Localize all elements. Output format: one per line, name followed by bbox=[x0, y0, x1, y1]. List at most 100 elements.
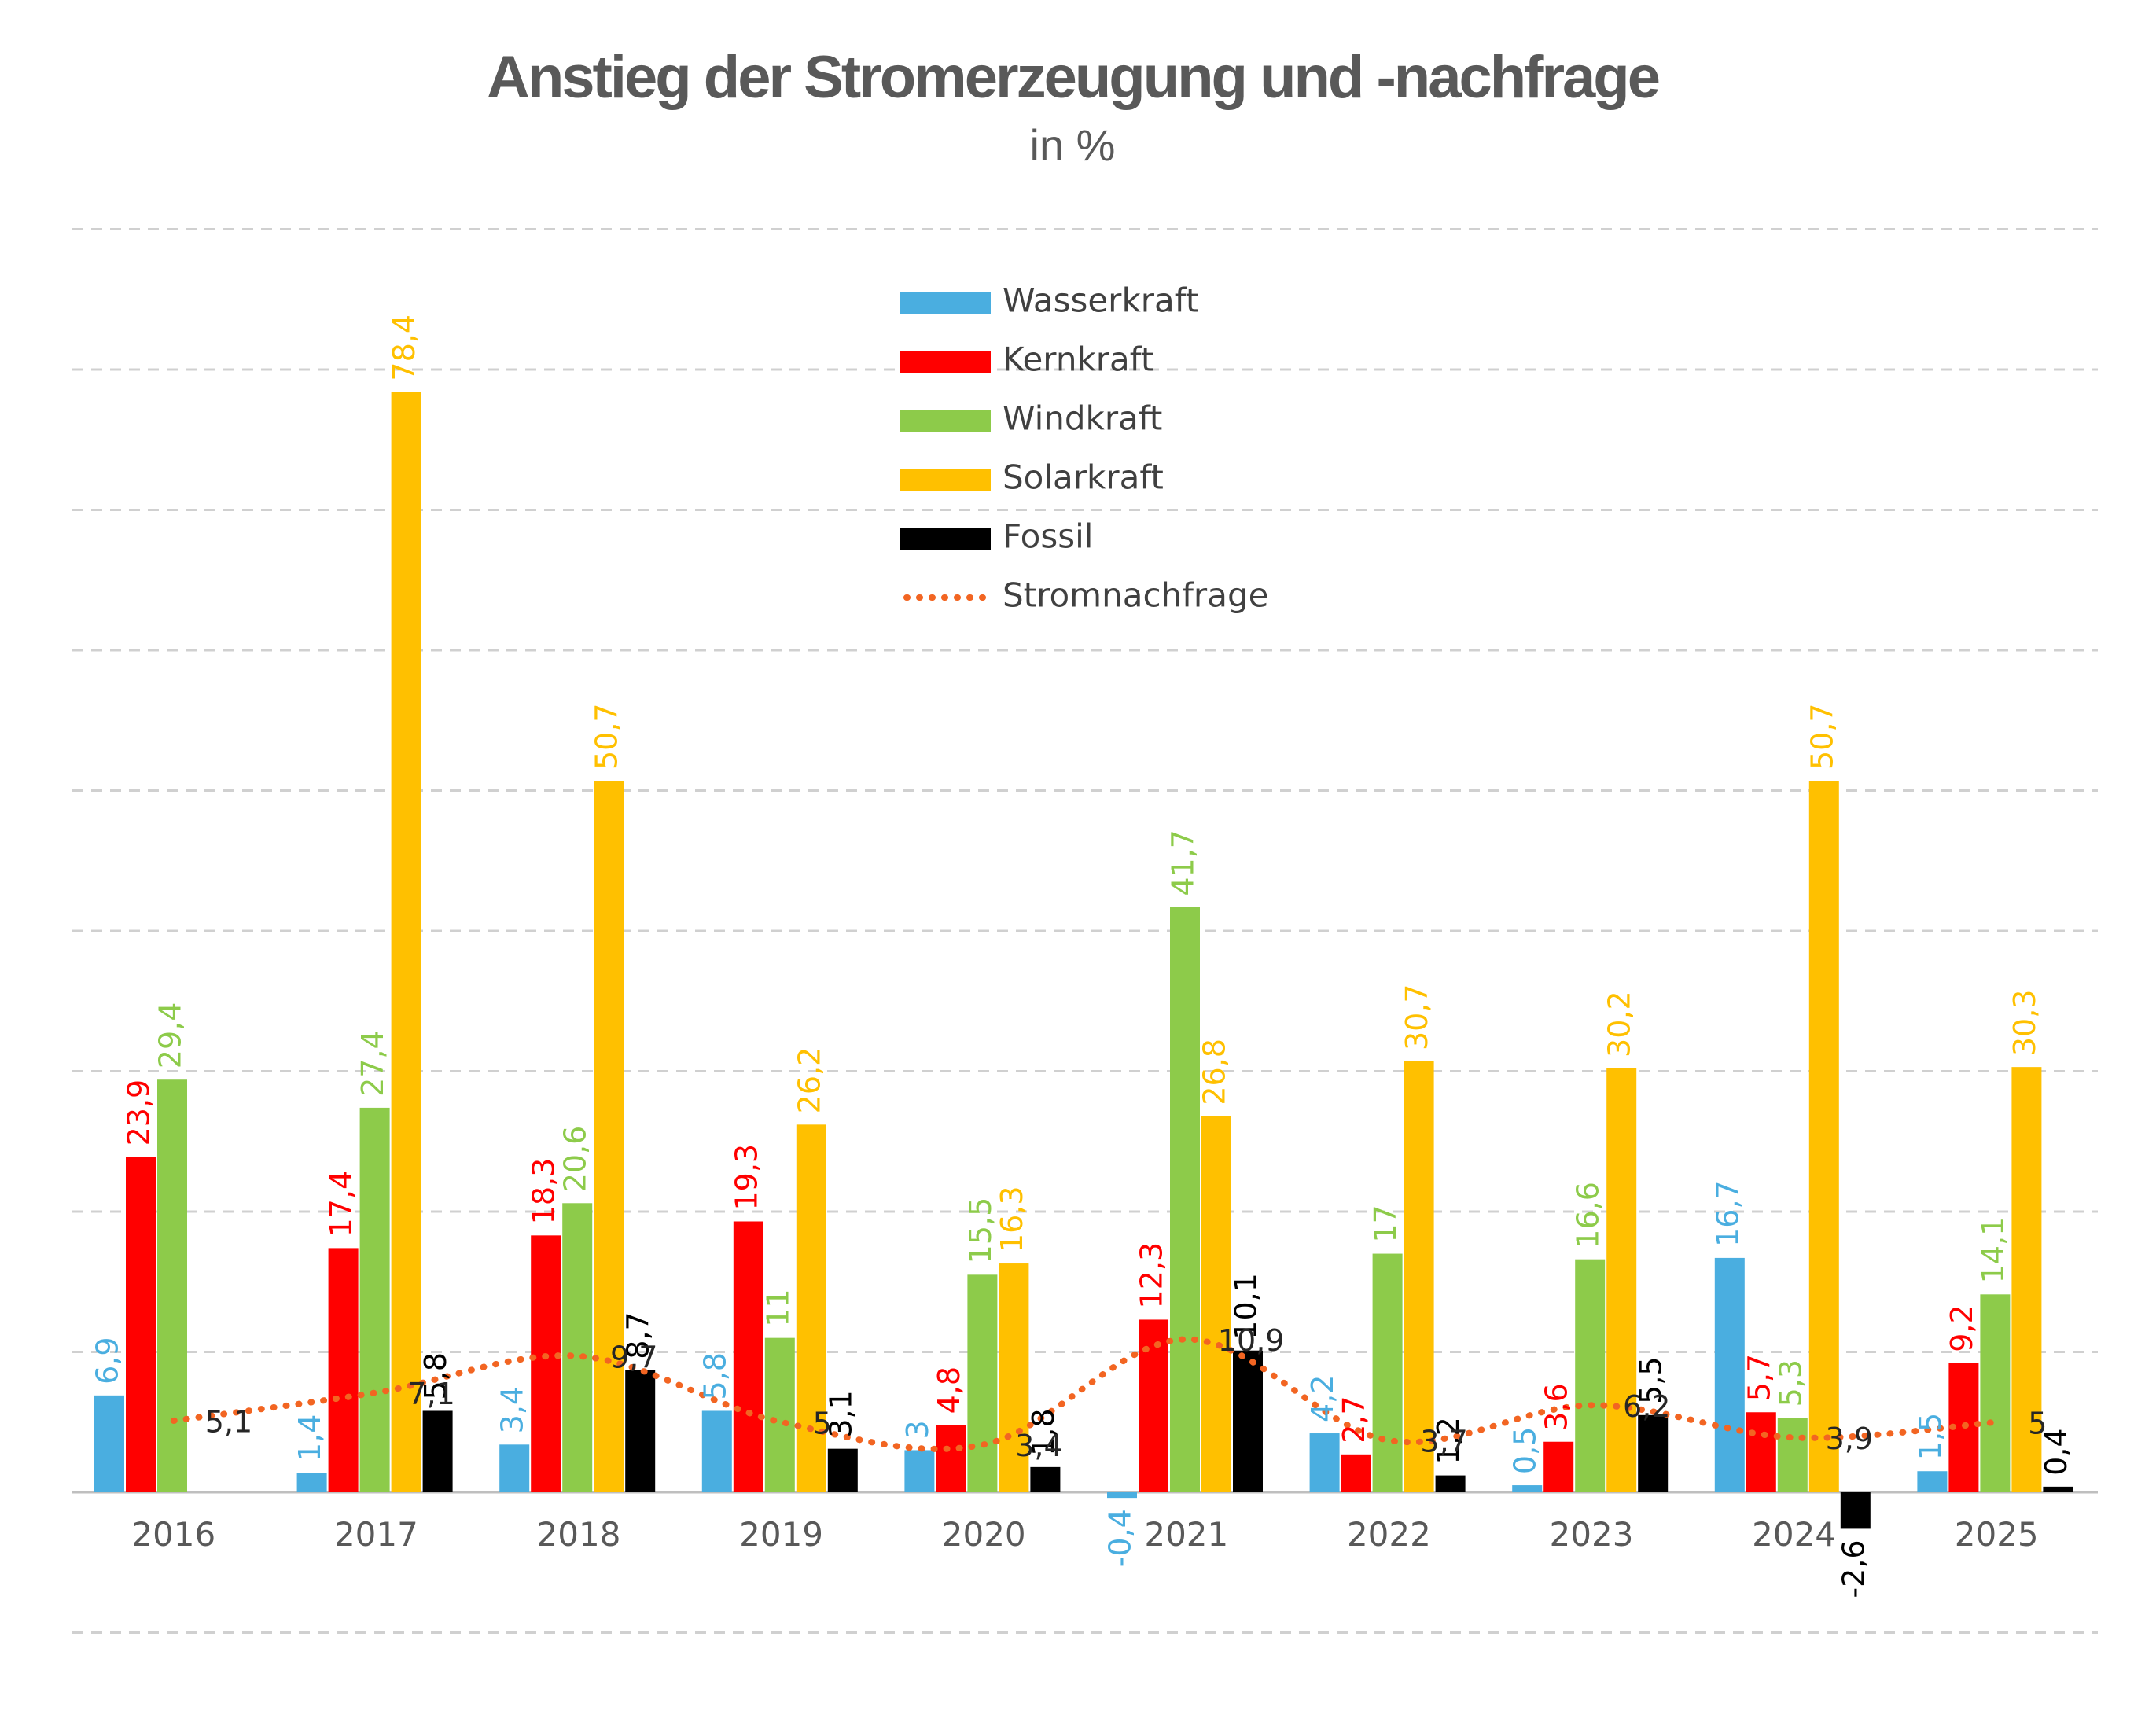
bar-wasserkraft-2019 bbox=[701, 1410, 732, 1492]
bar-fossil-2020 bbox=[1030, 1466, 1061, 1492]
bar-kernkraft-2023 bbox=[1543, 1441, 1574, 1492]
bar-wasserkraft-2020 bbox=[904, 1450, 935, 1492]
bar-kernkraft-2017 bbox=[328, 1248, 359, 1492]
bar-fossil-2017 bbox=[422, 1410, 453, 1492]
data-label-stromnachfrage-2016: 5,1 bbox=[205, 1404, 252, 1439]
bar-wasserkraft-2025 bbox=[1917, 1471, 1948, 1492]
data-label-stromnachfrage-2023: 6,2 bbox=[1623, 1389, 1670, 1424]
bar-windkraft-2025 bbox=[1980, 1294, 2011, 1492]
data-label-kernkraft-2018: 18,3 bbox=[527, 1158, 561, 1225]
data-label-kernkraft-2023: 3,6 bbox=[1540, 1383, 1574, 1430]
bar-windkraft-2021 bbox=[1170, 907, 1200, 1492]
data-label-stromnachfrage-2021: 10,9 bbox=[1218, 1323, 1285, 1358]
bar-solarkraft-2017 bbox=[391, 392, 421, 1492]
legend-label-windkraft: Windkraft bbox=[1003, 399, 1162, 438]
bar-solarkraft-2025 bbox=[2011, 1067, 2042, 1492]
data-label-wasserkraft-2021: -0,4 bbox=[1103, 1509, 1138, 1567]
data-label-fossil-2018: 8,7 bbox=[621, 1311, 656, 1359]
data-label-solarkraft-2021: 26,8 bbox=[1198, 1039, 1232, 1105]
legend-label-wasserkraft: Wasserkraft bbox=[1003, 281, 1198, 320]
data-label-stromnachfrage-2025: 5 bbox=[2028, 1406, 2047, 1440]
bar-solarkraft-2022 bbox=[1404, 1061, 1434, 1492]
data-label-wasserkraft-2017: 1,4 bbox=[292, 1414, 327, 1462]
x-tick-label-2023: 2023 bbox=[1550, 1515, 1634, 1554]
data-label-wasserkraft-2024: 16,7 bbox=[1710, 1180, 1745, 1247]
data-label-wasserkraft-2020: 3 bbox=[900, 1420, 935, 1439]
line-stromnachfrage bbox=[170, 1336, 2000, 1452]
x-axis-ticks: 2016 2017 2018 2019 2020 2021 2022 2023 2024 2025 bbox=[131, 1515, 2038, 1554]
data-label-fossil-2017: 5,8 bbox=[418, 1352, 453, 1399]
bar-solarkraft-2021 bbox=[1201, 1116, 1231, 1492]
x-tick-label-2018: 2018 bbox=[537, 1515, 621, 1554]
legend-swatch-windkraft bbox=[900, 410, 991, 432]
data-label-solarkraft-2024: 50,7 bbox=[1805, 703, 1839, 770]
bar-wasserkraft-2017 bbox=[296, 1473, 327, 1492]
bar-solarkraft-2024 bbox=[1808, 781, 1839, 1492]
bar-fossil-2024 bbox=[1840, 1492, 1871, 1529]
data-label-fossil-2025: 0,4 bbox=[2039, 1428, 2073, 1475]
legend-label-solarkraft: Solarkraft bbox=[1003, 458, 1164, 497]
data-label-wasserkraft-2025: 1,5 bbox=[1913, 1413, 1948, 1460]
data-label-fossil-2023: 5,5 bbox=[1634, 1356, 1669, 1403]
bar-kernkraft-2022 bbox=[1341, 1454, 1371, 1492]
legend-swatch-kernkraft bbox=[900, 351, 991, 373]
data-label-kernkraft-2019: 19,3 bbox=[729, 1144, 763, 1211]
data-label-windkraft-2017: 27,4 bbox=[355, 1030, 390, 1097]
legend-label-stromnachfrage: Stromnachfrage bbox=[1003, 576, 1268, 615]
data-label-wasserkraft-2023: 0,5 bbox=[1508, 1427, 1543, 1474]
data-label-wasserkraft-2019: 5,8 bbox=[697, 1352, 732, 1399]
data-label-stromnachfrage-2024: 3,9 bbox=[1826, 1422, 1873, 1456]
bar-wasserkraft-2018 bbox=[499, 1444, 530, 1492]
data-label-solarkraft-2017: 78,4 bbox=[387, 314, 421, 381]
bar-wasserkraft-2016 bbox=[94, 1395, 124, 1492]
data-label-kernkraft-2020: 4,8 bbox=[932, 1366, 966, 1414]
data-label-stromnachfrage-2019: 5 bbox=[813, 1406, 832, 1440]
bar-solarkraft-2023 bbox=[1606, 1068, 1637, 1492]
data-labels: 6,9 1,4 3,4 5,8 3 -0,4 4,2 0,5 16,7 1,5 23,9 17,4 18… bbox=[90, 314, 2073, 1598]
bar-fossil-2018 bbox=[625, 1370, 656, 1492]
bar-windkraft-2024 bbox=[1777, 1418, 1808, 1492]
bar-windkraft-2023 bbox=[1575, 1259, 1606, 1492]
data-label-kernkraft-2017: 17,4 bbox=[324, 1171, 359, 1238]
bar-windkraft-2019 bbox=[764, 1337, 795, 1492]
data-label-fossil-2022: 1,2 bbox=[1431, 1417, 1466, 1464]
bar-kernkraft-2020 bbox=[936, 1425, 966, 1492]
legend-label-kernkraft: Kernkraft bbox=[1003, 340, 1153, 379]
x-tick-label-2021: 2021 bbox=[1144, 1515, 1228, 1554]
bar-kernkraft-2019 bbox=[733, 1221, 763, 1492]
data-label-solarkraft-2019: 26,2 bbox=[792, 1047, 826, 1114]
data-label-solarkraft-2023: 30,2 bbox=[1602, 991, 1637, 1057]
bar-windkraft-2016 bbox=[157, 1079, 187, 1492]
data-label-solarkraft-2020: 16,3 bbox=[995, 1186, 1029, 1252]
bar-fossil-2023 bbox=[1638, 1414, 1669, 1492]
data-label-kernkraft-2016: 23,9 bbox=[122, 1079, 156, 1146]
chart-title: Anstieg der Stromerzeugung und -nachfrag… bbox=[486, 44, 1661, 111]
bar-wasserkraft-2023 bbox=[1512, 1485, 1543, 1492]
bar-kernkraft-2021 bbox=[1139, 1319, 1168, 1492]
data-label-fossil-2021: 10,1 bbox=[1229, 1273, 1264, 1340]
x-tick-label-2019: 2019 bbox=[739, 1515, 823, 1554]
bar-wasserkraft-2021 bbox=[1107, 1492, 1137, 1499]
legend: Wasserkraft Kernkraft Windkraft Solarkraft F… bbox=[900, 281, 1268, 615]
bar-windkraft-2017 bbox=[359, 1107, 390, 1492]
bar-wasserkraft-2024 bbox=[1714, 1257, 1745, 1492]
data-label-kernkraft-2022: 2,7 bbox=[1337, 1396, 1371, 1443]
data-label-stromnachfrage-2018: 9,7 bbox=[610, 1340, 657, 1374]
bar-fossil-2021 bbox=[1233, 1350, 1263, 1492]
demand-line bbox=[170, 1336, 2000, 1452]
chart-subtitle: in % bbox=[1029, 120, 1116, 170]
bar-kernkraft-2018 bbox=[531, 1235, 561, 1492]
bar-solarkraft-2020 bbox=[999, 1263, 1029, 1492]
bar-kernkraft-2016 bbox=[126, 1157, 156, 1492]
x-tick-label-2017: 2017 bbox=[334, 1515, 418, 1554]
bar-fossil-2019 bbox=[827, 1448, 858, 1492]
x-tick-label-2020: 2020 bbox=[942, 1515, 1026, 1554]
data-label-kernkraft-2025: 9,2 bbox=[1944, 1304, 1979, 1352]
x-tick-label-2025: 2025 bbox=[1955, 1515, 2039, 1554]
bar-fossil-2022 bbox=[1435, 1475, 1466, 1492]
data-label-stromnachfrage-2017: 7,1 bbox=[407, 1377, 454, 1411]
data-label-windkraft-2023: 16,6 bbox=[1571, 1182, 1606, 1249]
data-label-kernkraft-2024: 5,7 bbox=[1742, 1354, 1776, 1401]
data-label-windkraft-2024: 5,3 bbox=[1773, 1359, 1808, 1407]
